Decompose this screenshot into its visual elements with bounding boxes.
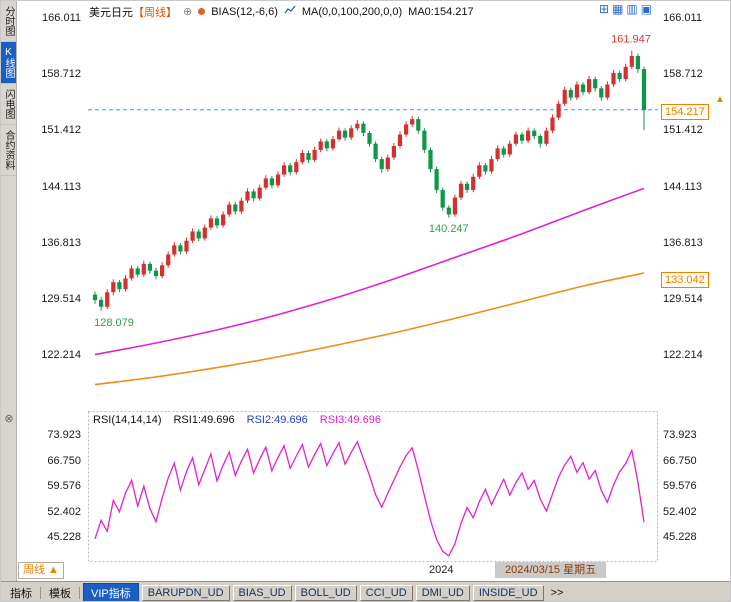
indicator-tab-cci[interactable]: CCI_UD xyxy=(359,584,413,601)
y-axis-label: 166.011 xyxy=(663,12,702,24)
y-axis-label: 45.228 xyxy=(663,531,697,543)
y-axis-label: 166.011 xyxy=(42,12,81,24)
more-indicators-button[interactable]: >> xyxy=(550,586,564,599)
ma-price-tag: 133.042 xyxy=(661,271,709,288)
rsi2-value-label: RSI2:49.696 xyxy=(246,414,308,426)
y-axis-label: 45.228 xyxy=(47,531,81,543)
y-axis-label: 52.402 xyxy=(663,505,697,518)
rsi-name-label: RSI(14,14,14) xyxy=(93,414,162,426)
y-axis-label: 151.412 xyxy=(41,124,81,137)
symbol-label: 美元日元 xyxy=(89,6,133,19)
indicator-settings-icon[interactable]: ⊗ xyxy=(4,413,14,425)
tab-indicators[interactable]: 指标 xyxy=(10,587,32,600)
symbol-name: 美元日元【周线】 xyxy=(89,4,177,20)
window-layout-controls: ⊞ ▦ ▥ ▣ xyxy=(599,3,652,15)
period-selector-label: 周线 xyxy=(23,564,45,576)
y-axis-label: 129.514 xyxy=(41,292,81,305)
candlestick-chart[interactable]: 128.079 140.247 161.947 xyxy=(88,1,658,411)
rsi3-value-label: RSI3:49.696 xyxy=(319,414,381,426)
y-axis-label: 52.402 xyxy=(47,505,81,518)
bias-dot-icon xyxy=(198,8,206,15)
sidebar-tab-contract-info[interactable]: 合约资料 xyxy=(1,125,16,176)
bottom-toolbar: 指标 模板 VIP指标 BARUPDN_UD BIAS_UD BOLL_UD C… xyxy=(1,581,730,601)
rsi1-value-label: RSI1:49.696 xyxy=(173,414,235,426)
period-label: 【周线】 xyxy=(133,6,177,19)
selected-date-label: 2024/03/15 星期五 xyxy=(495,562,607,578)
indicator-tab-barupdn[interactable]: BARUPDN_UD xyxy=(141,584,230,601)
y-axis-label: 144.113 xyxy=(663,180,702,193)
tab-vip-indicators[interactable]: VIP指标 xyxy=(83,582,139,601)
ma0-value-label: MA0:154.217 xyxy=(408,5,474,18)
toolbar-divider xyxy=(79,586,80,599)
tab-templates[interactable]: 模板 xyxy=(49,587,71,600)
y-axis-label: 129.514 xyxy=(663,292,703,305)
y-axis-label: 158.712 xyxy=(41,68,81,81)
plus-circle-icon[interactable]: ⊕ xyxy=(183,6,193,18)
rsi-header: RSI(14,14,14) RSI1:49.696 RSI2:49.696 RS… xyxy=(93,414,381,426)
y-axis-label: 158.712 xyxy=(663,68,703,81)
indicator-tab-bias[interactable]: BIAS_UD xyxy=(232,584,292,601)
period-selector[interactable]: 周线 ▲ xyxy=(18,562,64,579)
y-axis-label: 144.113 xyxy=(42,180,81,193)
y-axis-label: 122.214 xyxy=(663,349,703,361)
indicator-tab-boll[interactable]: BOLL_UD xyxy=(294,584,357,601)
layout-cascade-icon[interactable]: ▣ xyxy=(640,2,653,16)
y-axis-label: 66.750 xyxy=(663,454,697,467)
y-axis-label: 122.214 xyxy=(41,349,81,361)
y-axis-label: 59.576 xyxy=(663,480,697,492)
sidebar-tab-lightning-chart[interactable]: 闪电图 xyxy=(1,84,16,125)
svg-text:128.079: 128.079 xyxy=(94,317,134,329)
sidebar-tab-kline-chart[interactable]: K线图 xyxy=(1,42,16,84)
ma-chart-icon xyxy=(284,5,296,18)
bias-indicator-label: BIAS(12,-6,6) xyxy=(211,5,278,18)
y-axis-label: 66.750 xyxy=(47,454,81,467)
toolbar-divider xyxy=(40,586,41,599)
y-axis-label: 73.923 xyxy=(663,429,697,441)
indicator-tab-inside[interactable]: INSIDE_UD xyxy=(472,584,544,601)
y-axis-label: 73.923 xyxy=(47,429,81,441)
y-axis-label: 151.412 xyxy=(663,124,703,137)
sidebar-tab-time-chart[interactable]: 分时图 xyxy=(1,1,16,42)
up-arrow-icon: ▲ xyxy=(48,564,59,576)
chart-header: 美元日元【周线】 ⊕ BIAS(12,-6,6) MA(0,0,100,200,… xyxy=(89,4,474,19)
left-sidebar: 分时图 K线图 闪电图 合约资料 xyxy=(1,1,17,581)
layout-tile-icon[interactable]: ▦ xyxy=(612,2,624,16)
price-up-arrow-icon: ▲ xyxy=(715,93,725,105)
current-price-tag: 154.217 xyxy=(661,103,709,120)
svg-text:140.247: 140.247 xyxy=(429,223,469,235)
y-axis-label: 136.813 xyxy=(41,236,81,249)
svg-text:161.947: 161.947 xyxy=(611,33,651,45)
layout-grid-icon[interactable]: ⊞ xyxy=(599,2,610,16)
rsi-chart[interactable] xyxy=(88,411,658,563)
ma-indicator-label: MA(0,0,100,200,0,0) xyxy=(301,5,403,18)
y-axis-label: 59.576 xyxy=(47,480,81,492)
layout-vsplit-icon[interactable]: ▥ xyxy=(626,2,638,16)
indicator-tab-dmi[interactable]: DMI_UD xyxy=(415,584,470,601)
x-axis-year-label: 2024 xyxy=(429,564,454,576)
y-axis-label: 136.813 xyxy=(663,236,703,249)
